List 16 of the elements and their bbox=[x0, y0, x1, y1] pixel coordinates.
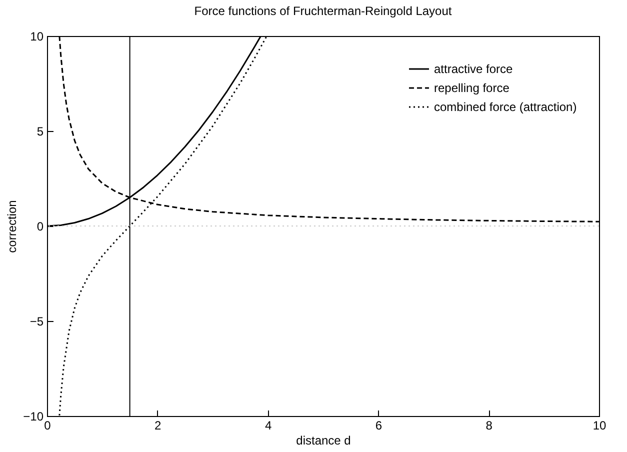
x-tick-label: 6 bbox=[375, 418, 382, 432]
legend-label: attractive force bbox=[434, 62, 514, 76]
x-tick-label: 10 bbox=[592, 418, 606, 432]
x-tick-label: 2 bbox=[154, 418, 162, 432]
y-tick-label: 0 bbox=[36, 220, 44, 234]
x-tick-label: 4 bbox=[264, 418, 272, 432]
y-tick-label: −5 bbox=[30, 314, 44, 328]
y-tick-label: −10 bbox=[23, 410, 44, 424]
x-axis-title: distance d bbox=[296, 434, 351, 448]
chart-title: Force functions of Fruchterman-Reingold Layout bbox=[194, 4, 452, 18]
y-axis-title: correction bbox=[5, 200, 20, 253]
legend-label: repelling force bbox=[434, 81, 510, 95]
y-tick-label: 5 bbox=[36, 124, 44, 138]
legend-label: combined force (attraction) bbox=[434, 100, 577, 114]
y-tick-label: 10 bbox=[30, 30, 44, 44]
x-tick-label: 8 bbox=[486, 418, 493, 432]
